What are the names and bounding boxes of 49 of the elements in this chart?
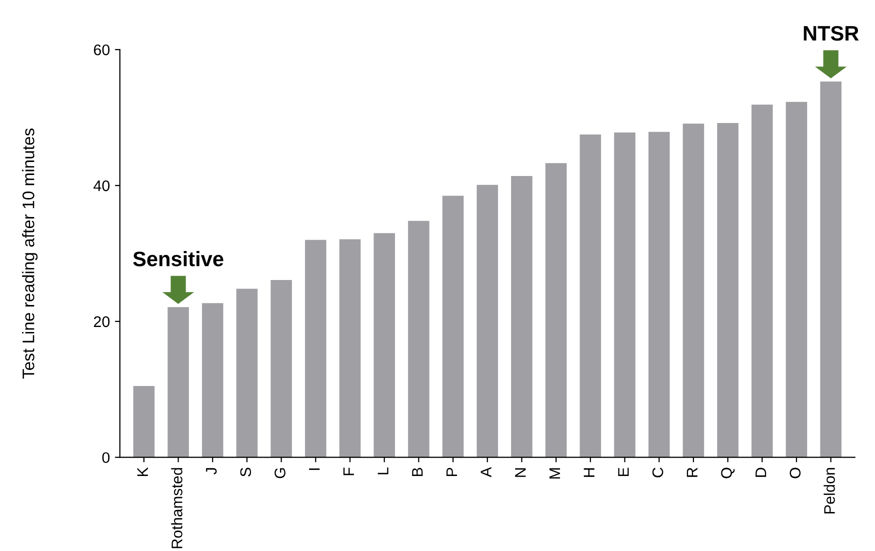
x-tick-label: Rothamsted [171,468,182,548]
bar [717,122,738,458]
annotation: NTSR [804,26,859,41]
x-tick-label: P [446,468,457,476]
y-tick-label: 20 [94,316,110,328]
bar [374,233,395,458]
bar [305,240,326,458]
x-tick-label: N [515,468,526,477]
bar [648,132,670,458]
x-tick-label: B [412,468,423,476]
bar [202,303,224,458]
x-tick-label: K [137,467,148,476]
bar [682,124,704,458]
x-tick-label: D [756,468,766,477]
y-axis-title: Test Line reading after 10 minutes [22,128,38,379]
bar [580,134,602,458]
bar [168,307,189,458]
x-tick-label: I [309,468,320,470]
x-tick-label: M [550,468,560,479]
bar [133,386,155,458]
x-tick-label: C [652,468,664,478]
bar [751,104,773,458]
bar [236,288,258,458]
x-tick-label: A [480,467,492,478]
x-tick-label: F [343,468,354,476]
bar [786,102,808,458]
x-tick-label: L [378,468,388,474]
bar [820,82,842,458]
annotation: Sensitive [133,251,224,266]
y-tick-label: 40 [94,180,110,192]
bar [511,176,532,458]
bar [476,184,498,458]
bar [270,280,292,458]
bar [614,132,636,458]
x-tick-label: S [240,468,252,477]
x-tick-label: O [790,468,801,478]
x-tick-label: Peldon [824,468,835,514]
bar [408,220,430,458]
bar [339,239,361,458]
x-tick-label: E [618,468,629,476]
y-tick-label: 0 [102,452,110,464]
x-tick-label: J [206,468,217,474]
x-tick-label: G [274,468,286,478]
x-tick-label: Q [721,468,735,478]
y-tick-label: 60 [94,44,110,56]
x-tick-label: H [584,468,594,477]
bar [545,163,567,458]
bar [442,196,464,458]
x-tick-label: R [686,468,698,477]
